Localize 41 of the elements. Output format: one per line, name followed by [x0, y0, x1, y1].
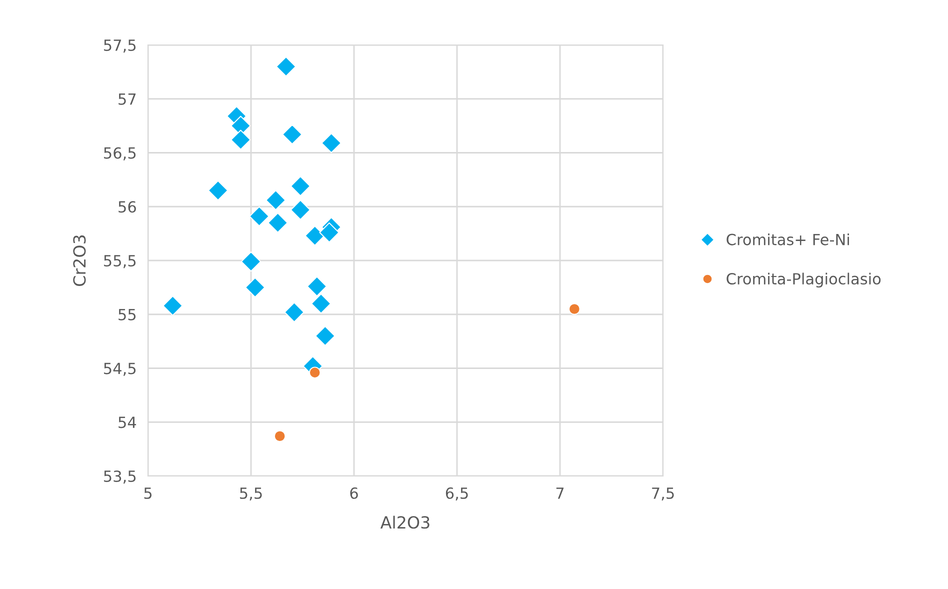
y-tick-label: 57 — [118, 94, 136, 105]
y-tick-label: 57,5 — [104, 40, 136, 53]
point — [230, 130, 251, 150]
x-tick-label: 6 — [350, 487, 358, 499]
x-tick-label: 5,5 — [240, 488, 262, 500]
point — [266, 190, 286, 210]
y-tick-label: 55 — [118, 309, 136, 320]
point — [245, 277, 266, 298]
point — [249, 206, 270, 226]
point — [568, 303, 580, 315]
x-tick-label: 5 — [144, 488, 152, 499]
x-tick-label: 7,5 — [652, 488, 674, 500]
y-tick-label: 55,5 — [104, 255, 136, 268]
point — [208, 180, 228, 201]
point — [240, 252, 262, 272]
point — [282, 124, 302, 144]
y-tick-label: 54 — [118, 416, 136, 428]
legend-label: Cromitas+ Fe-Ni — [726, 233, 849, 246]
point — [290, 176, 310, 196]
point — [284, 302, 304, 322]
point — [304, 226, 325, 246]
y-tick-label: 56 — [118, 201, 136, 213]
x-tick-label: 7 — [556, 488, 564, 499]
point — [321, 132, 342, 154]
point — [276, 56, 296, 77]
legend-label: Cromita-Plagioclasio — [726, 272, 881, 288]
point — [319, 222, 340, 243]
y-axis-title: Cr2O3 — [73, 235, 86, 286]
y-tick-label: 54,5 — [104, 362, 136, 376]
point — [162, 296, 183, 316]
point — [268, 212, 288, 233]
point — [310, 294, 332, 314]
y-tick-label: 53,5 — [104, 470, 136, 484]
point — [308, 366, 321, 378]
point — [274, 430, 286, 442]
y-tick-label: 56,5 — [104, 147, 136, 160]
point — [290, 200, 310, 220]
x-axis-title: Al2O3 — [380, 516, 430, 529]
x-tick-label: 6,5 — [446, 487, 468, 500]
point — [315, 326, 336, 346]
point — [306, 276, 327, 296]
